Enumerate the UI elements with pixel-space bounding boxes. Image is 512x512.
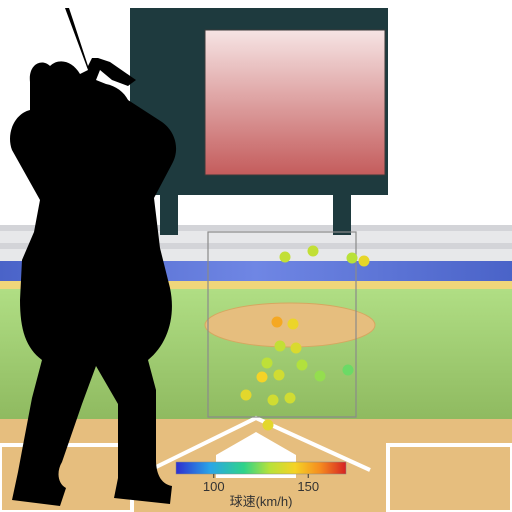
scoreboard-strut [160, 195, 178, 235]
colorbar-tick-label: 150 [297, 479, 319, 494]
colorbar-title: 球速(km/h) [230, 494, 293, 509]
pitch-marker [274, 370, 285, 381]
pitch-marker [280, 252, 291, 263]
pitch-marker [291, 343, 302, 354]
colorbar-tick-label: 100 [203, 479, 225, 494]
pitch-marker [285, 393, 296, 404]
chart-svg: 100 150 球速(km/h) [0, 0, 512, 512]
pitch-marker [268, 395, 279, 406]
pitch-marker [241, 390, 252, 401]
pitch-marker [288, 319, 299, 330]
colorbar [176, 462, 346, 474]
pitch-marker [343, 365, 354, 376]
pitch-marker [257, 372, 268, 383]
pitch-marker [347, 253, 358, 264]
scoreboard-screen [205, 30, 385, 175]
pitch-marker [315, 371, 326, 382]
pitch-marker [272, 317, 283, 328]
pitch-marker [275, 341, 286, 352]
pitch-location-chart: 100 150 球速(km/h) [0, 0, 512, 512]
scoreboard-strut [333, 195, 351, 235]
pitch-marker [359, 256, 370, 267]
pitch-marker [263, 420, 274, 431]
pitch-marker [262, 358, 273, 369]
pitch-marker [308, 246, 319, 257]
pitch-marker [297, 360, 308, 371]
